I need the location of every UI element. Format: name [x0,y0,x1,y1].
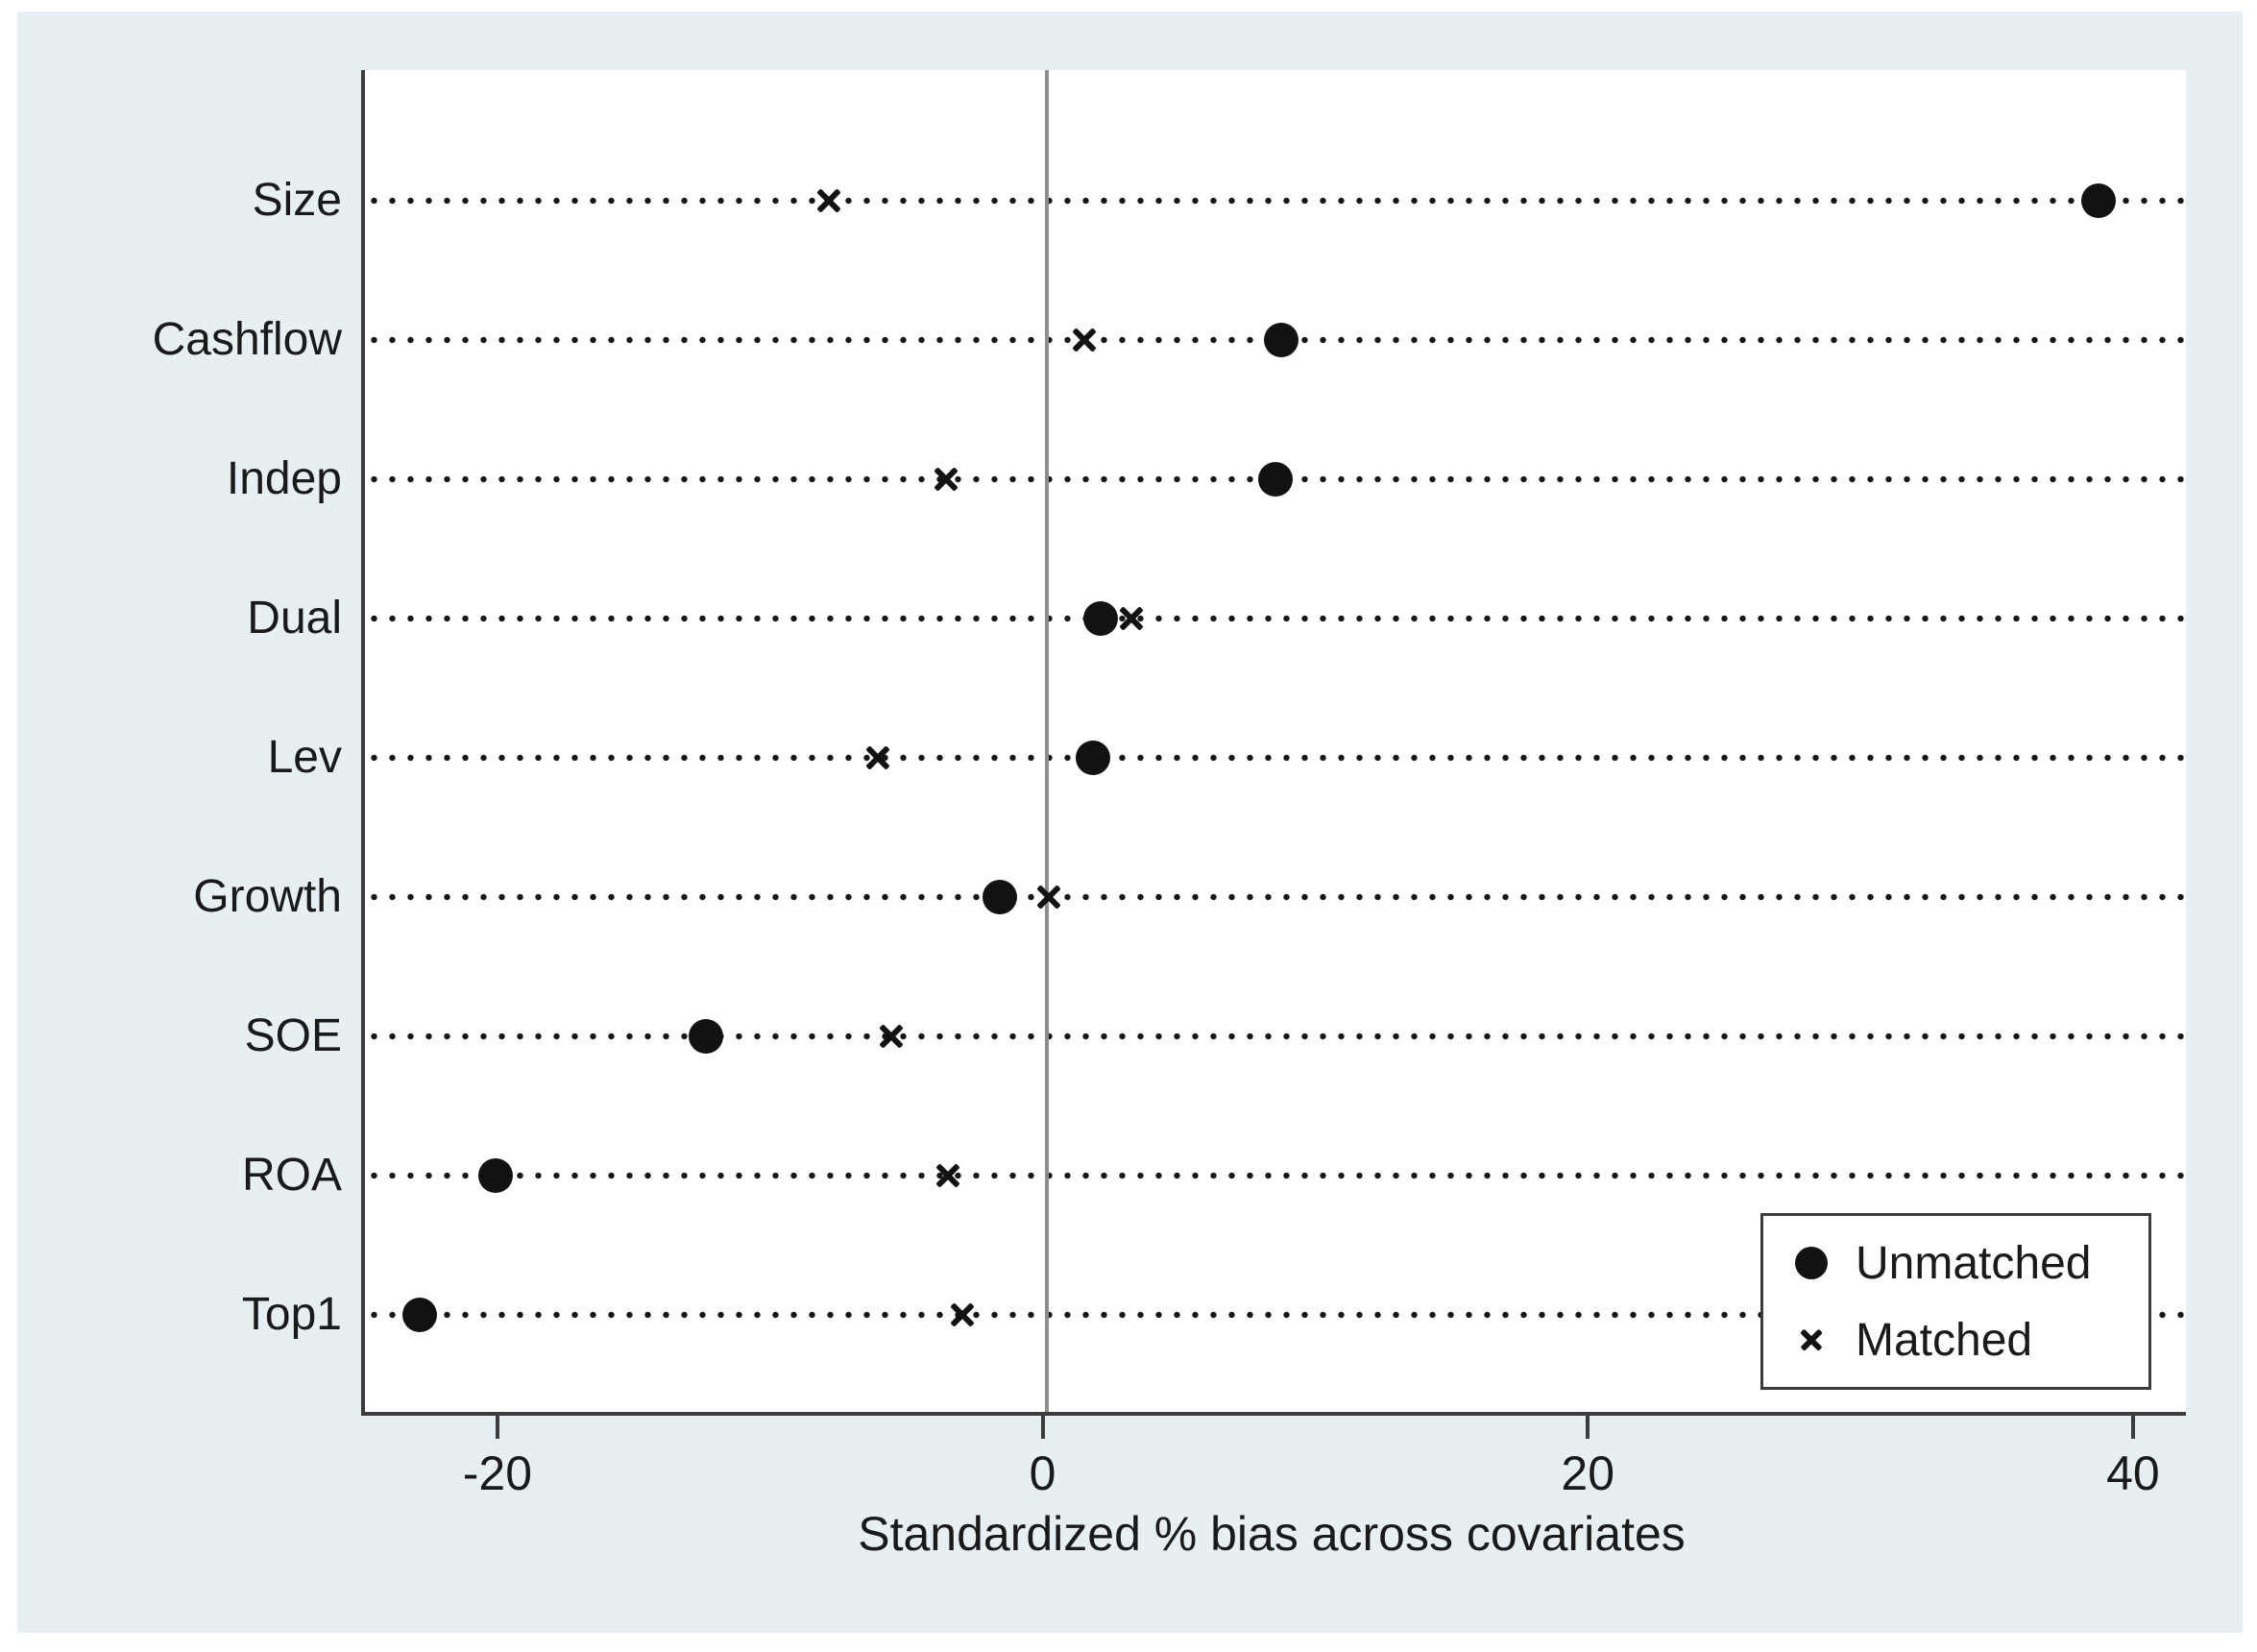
y-axis-label-cashflow: Cashflow [152,314,342,365]
x-axis-tick-label--20: -20 [462,1446,533,1500]
matched-marker-cashflow [1071,327,1098,353]
legend-label-unmatched: Unmatched [1856,1237,2092,1289]
x-marker-icon [1792,1321,1831,1359]
unmatched-marker-soe [688,1019,723,1054]
matched-marker-soe [878,1023,905,1050]
filled-circle-icon [1792,1244,1831,1282]
y-axis-label-top1: Top1 [241,1289,342,1340]
category-gridline-roa [365,1172,2186,1179]
category-gridline-top1 [365,1311,2186,1319]
x-axis-tick-label-20: 20 [1561,1446,1615,1500]
graph-canvas: Size Cashflow Indep Dual Lev Growth SOE ROA Top1… [17,12,2243,1633]
plot-area [361,70,2186,1416]
matched-marker-roa [934,1162,961,1189]
unmatched-marker-growth [983,880,1018,914]
matched-marker-growth [1035,884,1062,911]
y-axis-label-size: Size [252,175,342,226]
y-axis-label-dual: Dual [247,593,342,644]
category-gridline-size [365,197,2186,205]
category-gridline-lev [365,754,2186,762]
legend-item-unmatched: Unmatched [1792,1234,2148,1292]
matched-marker-top1 [949,1301,976,1328]
y-axis-label-roa: ROA [241,1150,342,1201]
legend: Unmatched Matched [1760,1213,2151,1390]
y-axis-label-growth: Growth [193,871,342,922]
x-axis-tick--20 [495,1416,499,1439]
category-gridline-dual [365,615,2186,622]
category-gridline-growth [365,893,2186,901]
zero-reference-line [1044,70,1049,1412]
y-axis-label-indep: Indep [226,453,342,504]
unmatched-marker-indep [1258,462,1293,497]
y-axis-label-soe: SOE [244,1010,342,1061]
unmatched-marker-dual [1083,601,1119,636]
matched-marker-lev [864,744,891,771]
legend-item-matched: Matched [1792,1311,2148,1369]
x-axis-tick-0 [1040,1416,1045,1439]
matched-marker-size [815,187,842,214]
unmatched-marker-roa [478,1158,514,1193]
x-axis-title: Standardized % bias across covariates [858,1507,1686,1561]
category-gridline-soe [365,1032,2186,1040]
unmatched-marker-size [2081,183,2117,218]
x-axis-tick-20 [1586,1416,1590,1439]
matched-marker-indep [933,466,959,493]
unmatched-marker-cashflow [1263,323,1298,357]
unmatched-marker-top1 [401,1298,437,1332]
x-axis-tick-label-0: 0 [1029,1446,1056,1500]
x-axis-tick-label-40: 40 [2106,1446,2160,1500]
matched-marker-dual [1118,605,1145,632]
y-axis-label-lev: Lev [267,732,342,783]
legend-label-matched: Matched [1856,1314,2033,1366]
unmatched-marker-lev [1075,741,1110,775]
x-axis-tick-40 [2130,1416,2135,1439]
